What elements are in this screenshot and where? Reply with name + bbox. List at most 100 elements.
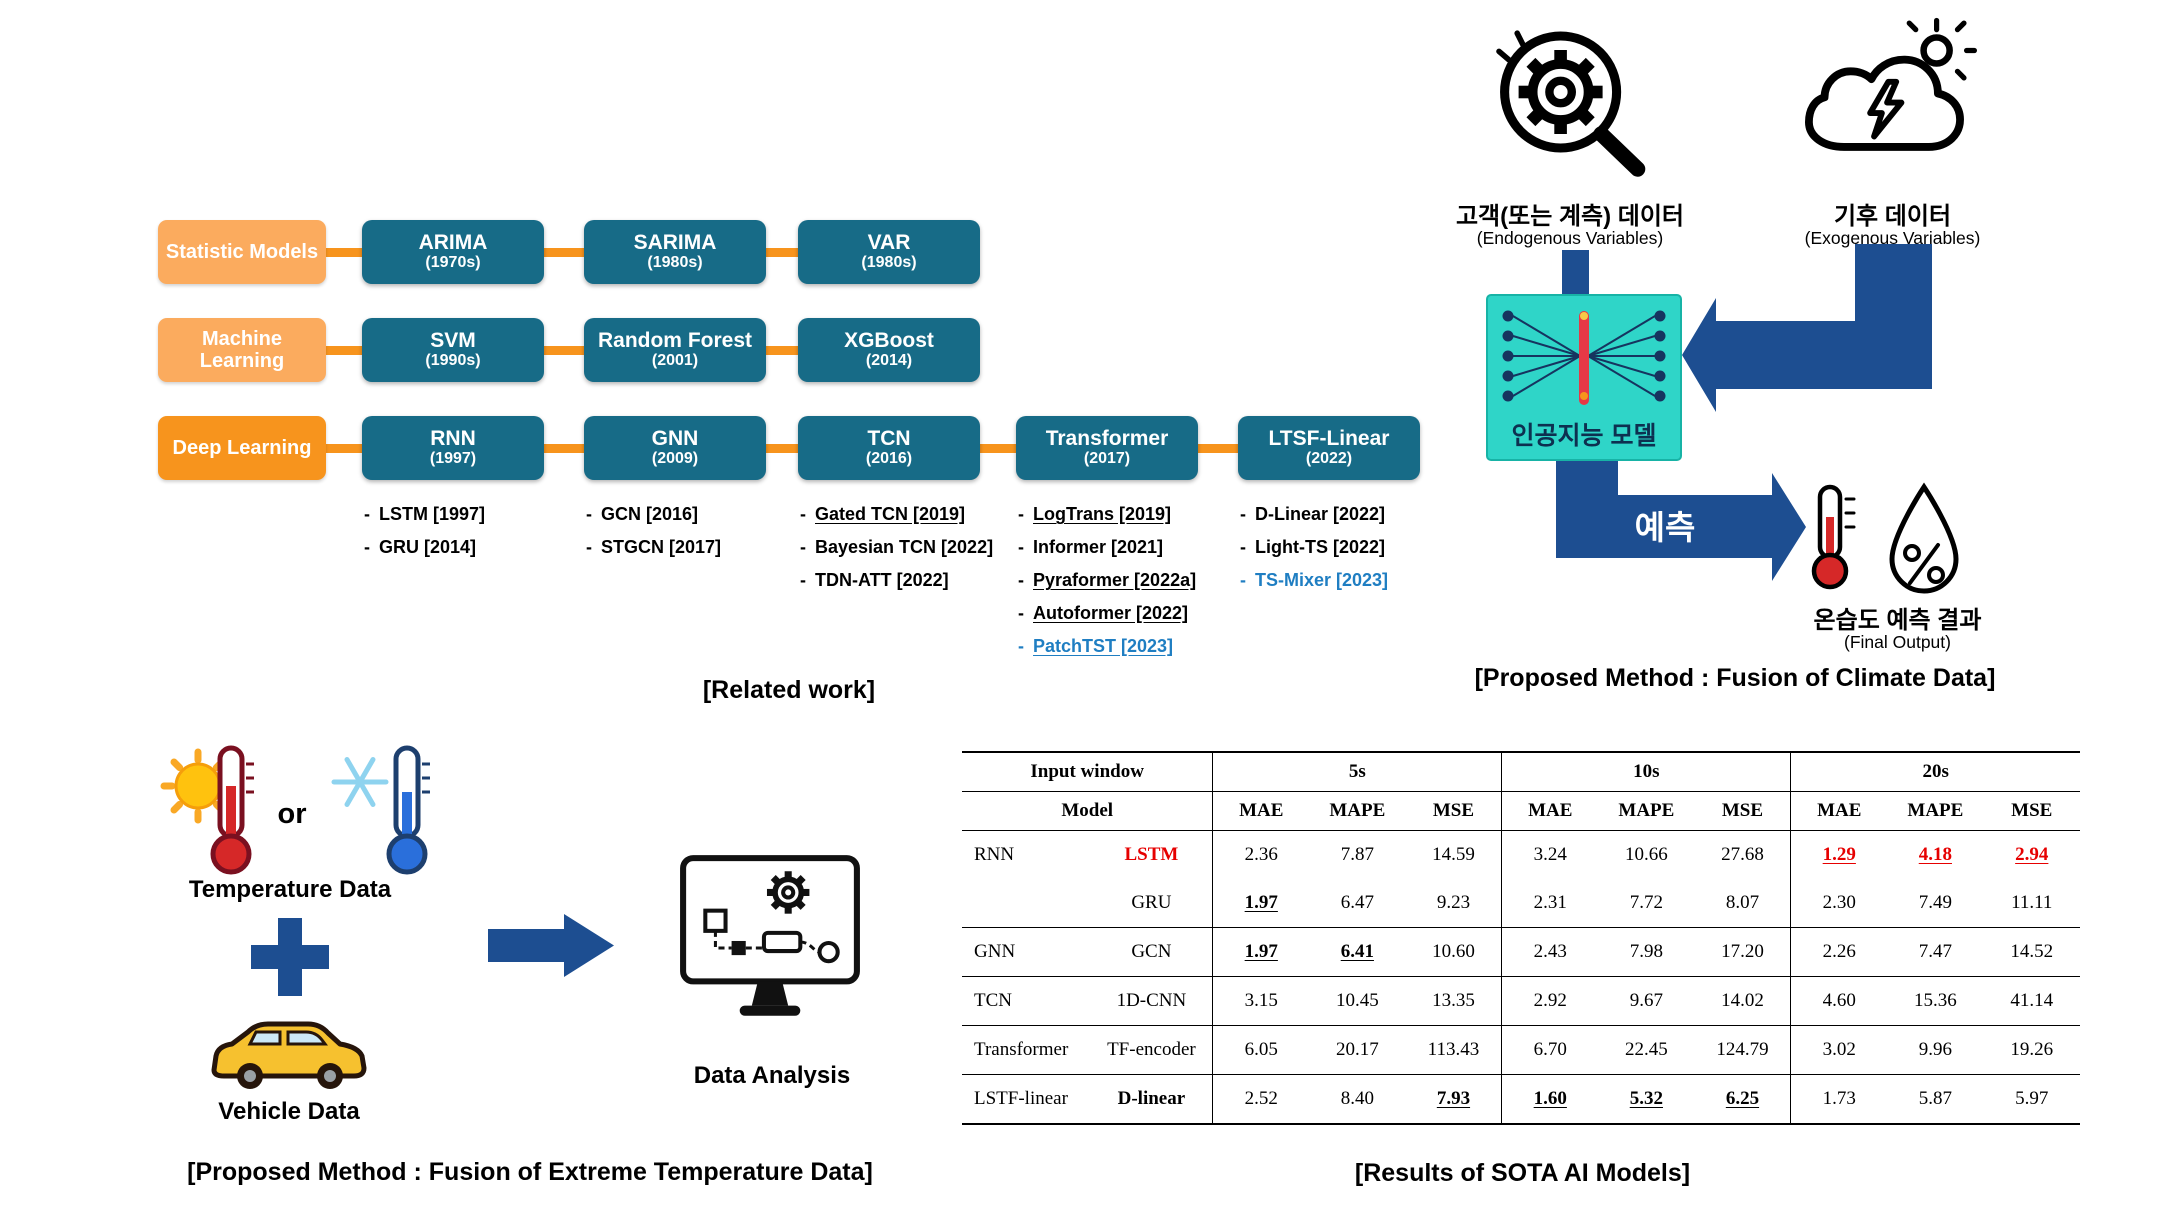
model-year: (1990s) [425,352,481,370]
cell-value: 2.92 [1501,976,1599,1026]
model-name: SARIMA [633,230,717,254]
cell-value: 3.24 [1501,830,1599,879]
fusion-arrow-icon [488,914,614,977]
cell-group: TCN [962,976,1091,1026]
table-row: GNN GCN 1.97 6.41 10.60 2.43 7.98 17.20 2.26 7.47… [962,927,2080,977]
timeline-row: Deep Learning RNN (1997) GNN (2009) TCN (2016)… [158,416,1420,480]
cell-group [962,879,1091,928]
table-row: TCN 1D-CNN 3.15 10.45 13.35 2.92 9.67 14.02 4.60… [962,976,2080,1026]
model-box: SARIMA (1980s) [584,220,766,284]
sublist-item: - STGCN [2017] [586,531,804,564]
header-metric: MAE [1501,791,1599,831]
results-panel: Input window 5s 10s 20s Model MAE MAPE MSE MAE MA… [960,745,2085,1207]
ai-model-box: 인공지능 모델 [1486,294,1682,461]
cell-value: 15.36 [1887,976,1984,1026]
sota-results-table: Input window 5s 10s 20s Model MAE MAPE MSE MAE MA… [962,751,2080,1125]
cell-value: 17.20 [1694,927,1791,977]
endogenous-title: 고객(또는 계측) 데이터 [1455,203,1685,230]
cell-value: 11.11 [1983,879,2080,928]
sublist-item: - TDN-ATT [2022] [800,564,1018,597]
cell-value: 10.45 [1309,976,1406,1026]
endogenous-input-arrow [1562,250,1589,296]
predict-label: 예측 [1634,509,1696,546]
sublist-dash: - [1018,636,1024,656]
cell-group: GNN [962,927,1091,977]
model-box: SVM (1990s) [362,318,544,382]
exogenous-title: 기후 데이터 [1833,203,1952,230]
sublist-dash: - [1018,537,1024,557]
cell-value: 8.07 [1694,879,1791,928]
cell-model: LSTM [1124,844,1179,865]
temperature-humidity-result-icon [1811,482,1959,594]
model-year: (2017) [1083,450,1131,468]
sublist-text: D-Linear [2022] [1255,504,1386,524]
model-name: SVM [430,328,476,352]
model-name: XGBoost [844,328,934,352]
cell-value: 6.25 [1694,1074,1791,1125]
sublist-dash: - [1018,570,1024,590]
sublist-dash: - [1240,537,1246,557]
model-name: Random Forest [597,328,752,352]
header-input-window: Input window [962,751,1213,792]
sublist-text: TS-Mixer [2023] [1255,570,1389,590]
cell-value: 9.67 [1598,976,1695,1026]
cell-value: 14.02 [1694,976,1791,1026]
output-subtitle: (Final Output) [1844,632,1951,652]
cell-value: 4.18 [1918,844,1952,865]
data-analysis-label: Data Analysis [693,1062,851,1089]
sublist-text: GCN [2016] [601,504,699,524]
table-header-row: Input window 5s 10s 20s [962,751,2080,792]
extreme-temperature-panel: or Temperature Data Veh [140,730,920,1207]
cell-value: 2.94 [2015,844,2049,865]
sublist-dash: - [586,504,592,524]
model-year: (1980s) [647,254,703,272]
header-window: 10s [1501,751,1791,792]
cell-value: 1.60 [1501,1074,1599,1125]
cell-model: 1D-CNN [1090,976,1213,1026]
model-box: LTSF-Linear (2022) [1238,416,1420,480]
sublist-item: - Bayesian TCN [2022] [800,531,1018,564]
cold-thermometer-icon [331,745,430,875]
model-box: ARIMA (1970s) [362,220,544,284]
neural-network-graphic [1502,310,1666,405]
cell-model: D-linear [1090,1074,1213,1125]
model-year: (1980s) [861,254,917,272]
exogenous-subtitle: (Exogenous Variables) [1804,228,1981,248]
sublist-dash: - [800,570,806,590]
model-year: (2001) [651,352,699,370]
model-box: GNN (2009) [584,416,766,480]
sublist-dash: - [1018,603,1024,623]
cell-value: 5.87 [1887,1074,1984,1125]
cell-group: RNN [974,844,1015,865]
sublist-item: - LogTrans [2019] [1018,498,1236,531]
header-metric: MSE [1405,791,1502,831]
model-name: RNN [430,426,476,450]
cell-value: 13.35 [1405,976,1502,1026]
sublist-item: - Light-TS [2022] [1240,531,1458,564]
sublist-text: STGCN [2017] [601,537,722,557]
header-model: Model [962,791,1213,831]
header-window: 5s [1212,751,1502,792]
sublist-text: LogTrans [2019] [1033,504,1172,524]
endogenous-data-icon [1496,30,1646,177]
sublist-dash: - [1240,570,1246,590]
cell-value: 8.40 [1309,1074,1406,1125]
output-title: 온습도 예측 결과 [1813,607,1982,634]
sublist-text: Light-TS [2022] [1255,537,1386,557]
header-metric: MAPE [1887,791,1984,831]
or-label: or [277,798,307,830]
sublist-text: PatchTST [2023] [1033,636,1174,656]
sublist-item: - GRU [2014] [364,531,582,564]
sublist-item: - Informer [2021] [1018,531,1236,564]
header-metric: MSE [1983,791,2080,831]
cell-model: TF-encoder [1090,1025,1213,1075]
sublist-text: Informer [2021] [1033,537,1164,557]
table-subheader-row: Model MAE MAPE MSE MAE MAPE MSE MAE MAPE MSE [962,791,2080,831]
hot-thermometer-icon [160,745,254,875]
cell-value: 2.26 [1790,927,1888,977]
cell-value: 7.72 [1598,879,1695,928]
cell-value: 5.32 [1598,1074,1695,1125]
sublist-text: LSTM [1997] [379,504,486,524]
model-name: TCN [867,426,911,450]
